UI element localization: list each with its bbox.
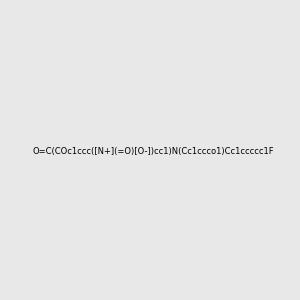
Text: O=C(COc1ccc([N+](=O)[O-])cc1)N(Cc1ccco1)Cc1ccccc1F: O=C(COc1ccc([N+](=O)[O-])cc1)N(Cc1ccco1)… (33, 147, 274, 156)
